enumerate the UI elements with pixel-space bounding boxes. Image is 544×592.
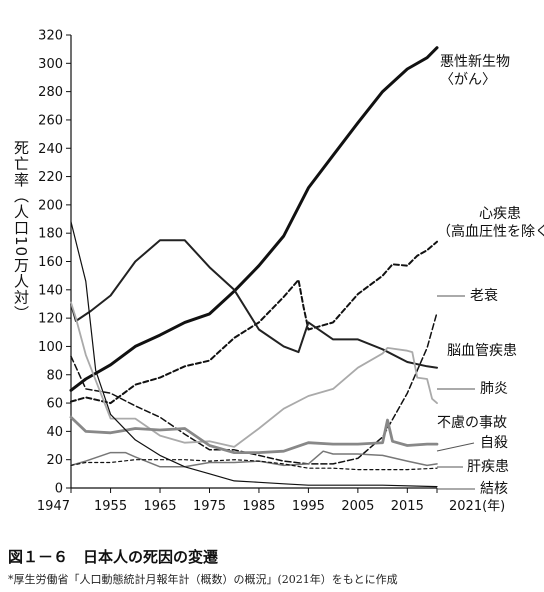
y-tick-label: 160 xyxy=(38,255,63,270)
y-tick-label: 320 xyxy=(38,29,63,44)
y-tick-label: 260 xyxy=(38,113,63,128)
y-tick-label: 120 xyxy=(38,312,63,327)
x-tick-label: 1985 xyxy=(242,499,275,514)
series-line-4 xyxy=(70,239,438,369)
y-tick-label: 200 xyxy=(38,198,63,213)
series-label: 肺炎 xyxy=(480,381,508,397)
series-label: （高血圧性を除く） xyxy=(437,223,544,240)
cause-of-death-line-chart: 0 20 40 60 80 100 120 140 160 180 200 220 240 260 280 3… xyxy=(37,29,544,515)
y-tick-label: 220 xyxy=(38,170,63,185)
series-label: 悪性新生物 xyxy=(440,54,510,70)
y-tick-label: 300 xyxy=(38,57,63,72)
x-tick-label: 1965 xyxy=(143,499,176,514)
y-tick-label: 240 xyxy=(38,142,63,157)
y-tick-label: 100 xyxy=(38,340,63,355)
y-tick-label: 280 xyxy=(38,85,63,100)
y-axis-label: 死亡率（人口10万人対） xyxy=(12,140,30,322)
y-tick-label: 0 xyxy=(55,482,63,497)
y-tick-label: 140 xyxy=(38,283,63,298)
y-tick-label: 80 xyxy=(46,368,63,383)
x-tick-label: 2021(年) xyxy=(449,499,505,514)
y-tick-label: 20 xyxy=(46,453,63,468)
series-label: 心疾患 xyxy=(479,206,521,222)
figure-source-note: *厚生労働省「人口動態統計月報年計（概数）の概況」(2021年）をもとに作成 xyxy=(8,573,398,586)
label-leader-line xyxy=(436,442,475,452)
series-line-6 xyxy=(69,415,439,454)
series-label: 〈がん〉 xyxy=(440,72,496,88)
x-tick-label: 2015 xyxy=(391,499,424,514)
series-line-8 xyxy=(70,459,438,471)
series-label: 脳血管疾患 xyxy=(447,343,517,359)
x-tick-label: 1955 xyxy=(94,499,127,514)
x-tick-label: 1995 xyxy=(292,499,325,514)
series-line-2 xyxy=(70,240,438,405)
x-tick-label: 2005 xyxy=(341,499,374,514)
x-tick-label: 1975 xyxy=(193,499,226,514)
y-tick-label: 40 xyxy=(46,425,63,440)
series-line-3 xyxy=(70,311,438,465)
y-tick-label: 180 xyxy=(38,227,63,242)
series-line-9 xyxy=(70,221,438,488)
series-label: 肝疾患 xyxy=(467,459,509,475)
figure-caption: 図１－６ 日本人の死因の変遷 xyxy=(8,548,219,566)
y-tick-label: 60 xyxy=(46,397,63,412)
series-line-5 xyxy=(70,301,438,448)
series-line-1 xyxy=(69,46,439,392)
series-label: 老衰 xyxy=(470,287,498,304)
series-label: 不慮の事故 xyxy=(437,415,507,431)
series-label: 結核 xyxy=(480,481,508,497)
series-label: 自殺 xyxy=(480,435,508,451)
x-tick-label: 1947 xyxy=(37,499,70,514)
